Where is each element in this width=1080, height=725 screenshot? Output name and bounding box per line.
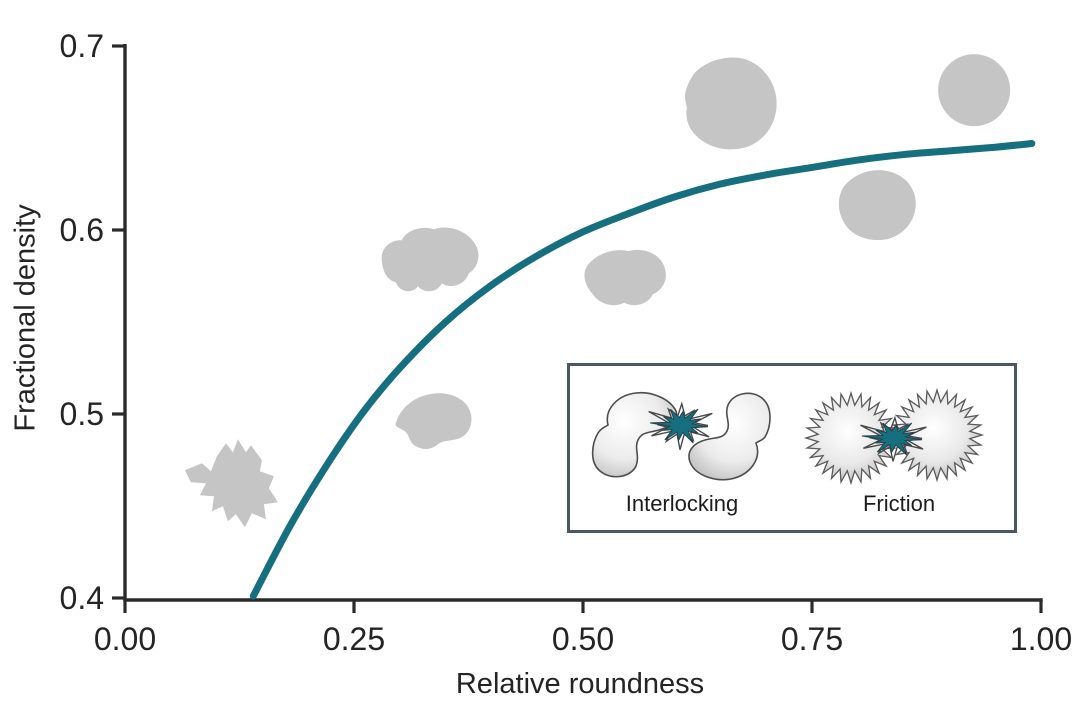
- y-tick-label: 0.6: [60, 212, 104, 248]
- friction-starburst-icon: [861, 422, 922, 456]
- impact-starburst-icon-outline: [648, 401, 713, 450]
- x-tick-label: 0.00: [94, 621, 156, 657]
- particle-shape-6: [838, 170, 916, 241]
- x-axis-title: Relative roundness: [455, 668, 705, 700]
- interlocking-particle-right: [688, 392, 771, 481]
- particle-shape-2: [395, 393, 472, 450]
- particle-shape-7: [938, 54, 1011, 127]
- particle-shape-1: [184, 439, 278, 528]
- x-tick-label: 0.50: [552, 621, 614, 657]
- impact-starburst-icon: [650, 408, 708, 444]
- y-tick-label: 0.7: [60, 28, 104, 64]
- y-axis-title: Fractional density: [9, 204, 42, 432]
- interlocking-diagram: [591, 391, 771, 481]
- interlocking-particle-left: [591, 391, 678, 478]
- particle-shape-3: [381, 227, 479, 292]
- friction-particle-left: [803, 390, 899, 486]
- density-curve: [249, 140, 1036, 600]
- mechanism-inset-box: Interlocking Friction: [567, 363, 1017, 533]
- interlocking-figure: Interlocking: [584, 381, 780, 517]
- y-tick-label: 0.5: [60, 396, 104, 432]
- particle-shape-4: [584, 249, 666, 306]
- friction-diagram: [803, 387, 985, 486]
- friction-figure: Friction: [794, 381, 1004, 517]
- friction-label: Friction: [862, 491, 936, 516]
- x-tick-label: 0.75: [781, 621, 843, 657]
- x-tick-label: 0.25: [323, 621, 385, 657]
- friction-starburst-icon-outline: [860, 415, 927, 462]
- x-tick-label: 1.00: [1010, 621, 1072, 657]
- y-tick-label: 0.4: [60, 580, 104, 616]
- interlocking-label: Interlocking: [625, 491, 739, 516]
- particle-shape-5: [684, 57, 777, 150]
